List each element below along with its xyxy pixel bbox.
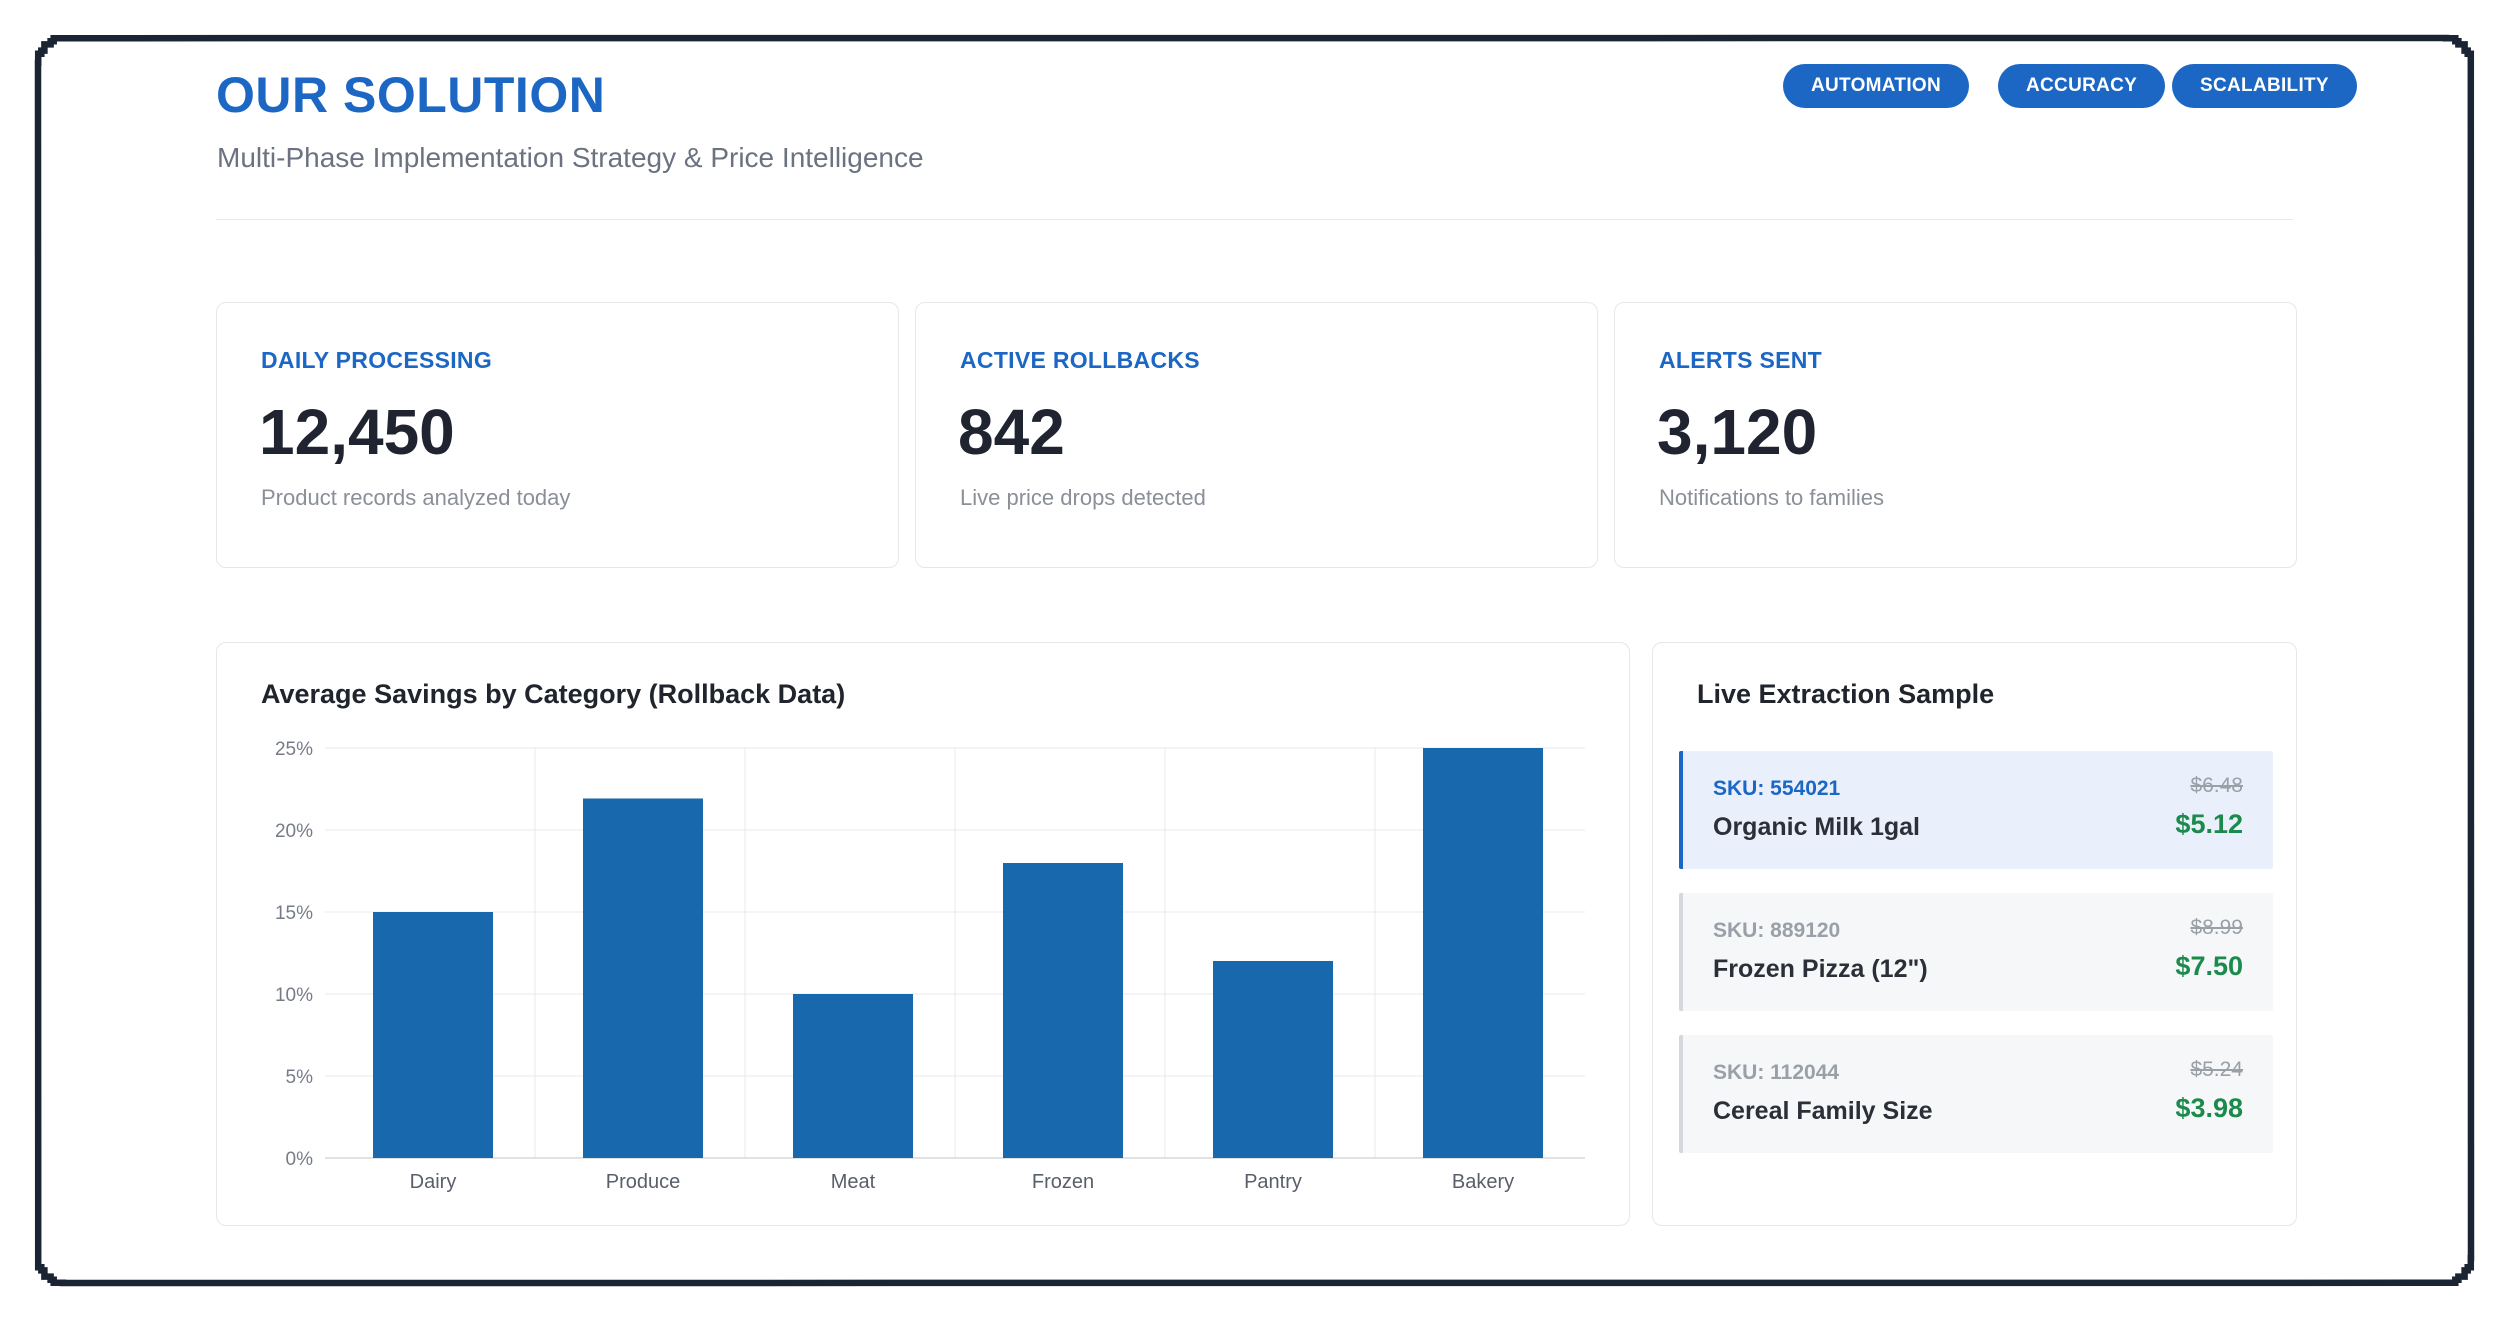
svg-text:Bakery: Bakery xyxy=(1452,1171,1514,1193)
svg-text:25%: 25% xyxy=(275,739,313,760)
svg-text:Dairy: Dairy xyxy=(410,1171,457,1193)
svg-text:10%: 10% xyxy=(275,985,313,1006)
svg-text:Frozen: Frozen xyxy=(1032,1171,1094,1193)
svg-text:Meat: Meat xyxy=(831,1171,876,1193)
svg-text:Produce: Produce xyxy=(606,1171,681,1193)
svg-text:0%: 0% xyxy=(286,1149,314,1170)
svg-text:5%: 5% xyxy=(286,1067,314,1088)
svg-text:20%: 20% xyxy=(275,821,313,842)
svg-text:Pantry: Pantry xyxy=(1244,1171,1302,1193)
svg-text:15%: 15% xyxy=(275,903,313,924)
